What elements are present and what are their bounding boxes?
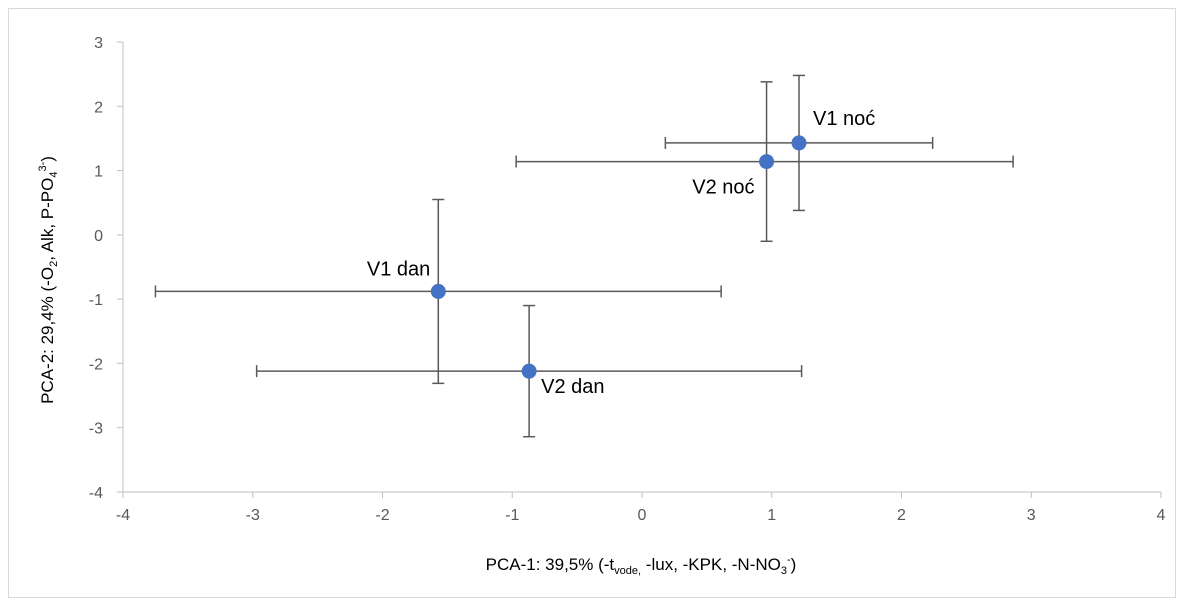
y-tick-label: 3 [94,35,103,52]
point-label: V2 noć [692,177,754,199]
data-points [430,135,807,379]
point-label: V1 dan [367,258,430,280]
y-axis-title-text: PCA-2: 29,4% (-O [38,267,57,404]
point-labels: V1 noć V2 noć V1 dan V2 dan [367,108,875,398]
x-tick-label: -1 [505,507,519,524]
y-axis-title-sub2: 4 [48,172,60,178]
x-tick-label: 2 [897,507,906,524]
data-point [791,135,807,151]
axes: -4 -3 -2 -1 0 1 2 3 4 3 2 1 0 -1 -2 -3 -4 [89,35,1166,524]
y-tick-label: -4 [89,485,103,502]
point-label: V2 dan [541,376,604,398]
x-tick-label: 0 [638,507,647,524]
y-tick-label: 0 [94,228,103,245]
x-tick-label: -2 [375,507,389,524]
data-point [430,283,446,299]
y-tick-label: -1 [89,292,103,309]
data-point [759,154,775,170]
x-tick-label: 4 [1157,507,1166,524]
chart-frame: -4 -3 -2 -1 0 1 2 3 4 3 2 1 0 -1 -2 -3 -4 V1 noć V2 noć V1… [8,8,1176,598]
y-tick-label: 1 [94,164,103,181]
x-axis-title-sup: - [787,554,791,566]
y-tick-label: -2 [89,356,103,373]
y-axis-title-sub1: 2 [48,261,60,267]
data-point [521,363,537,379]
x-axis-title-sub2: 3 [781,565,787,577]
x-axis-title-sub1: vode, [614,565,641,577]
y-tick-label: -3 [89,421,103,438]
x-tick-label: -3 [246,507,260,524]
x-axis-title-end: ) [791,555,797,574]
y-axis-title-sup: 3- [37,161,49,171]
x-tick-label: 1 [767,507,776,524]
x-tick-label: 3 [1027,507,1036,524]
x-axis-title-text: PCA-1: 39,5% (-t [486,555,615,574]
y-tick-label: 2 [94,99,103,116]
x-tick-label: -4 [116,507,130,524]
y-axis-title-end: ) [38,156,57,162]
y-axis-title-mid: , Alk, P-PO [38,178,57,261]
y-axis-title: PCA-2: 29,4% (-O2, Alk, P-PO43-) [37,156,60,404]
point-label: V1 noć [813,108,875,130]
x-axis-title-mid: -lux, -KPK, -N-NO [641,555,781,574]
x-axis-title: PCA-1: 39,5% (-tvode, -lux, -KPK, -N-NO3… [486,554,797,577]
